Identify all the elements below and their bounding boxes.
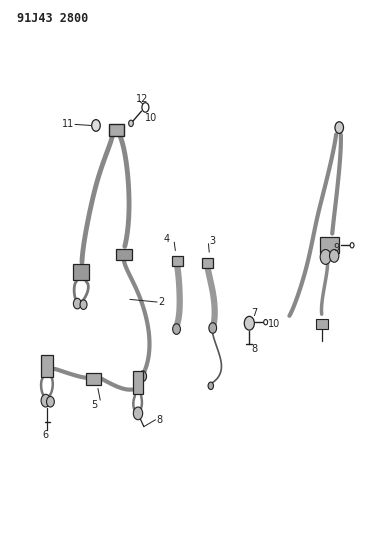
Circle shape (142, 103, 149, 112)
Text: 4: 4 (163, 234, 169, 244)
Text: 5: 5 (91, 400, 97, 410)
Bar (172, 256, 183, 266)
Bar (132, 372, 143, 394)
Circle shape (47, 397, 54, 407)
Text: 2: 2 (158, 297, 165, 307)
Bar (320, 237, 339, 253)
Bar (116, 249, 132, 260)
Bar (109, 124, 123, 135)
Text: 3: 3 (210, 236, 216, 246)
Circle shape (264, 319, 268, 325)
Text: 91J43 2800: 91J43 2800 (17, 12, 88, 25)
Circle shape (73, 298, 81, 309)
Circle shape (350, 243, 354, 248)
Circle shape (133, 407, 143, 419)
Text: 10: 10 (145, 113, 157, 123)
Text: 10: 10 (268, 319, 280, 329)
Circle shape (244, 317, 254, 330)
Circle shape (172, 324, 180, 334)
Circle shape (139, 371, 147, 382)
Bar (316, 319, 328, 328)
Text: 11: 11 (62, 119, 74, 130)
Circle shape (330, 249, 339, 262)
Circle shape (129, 120, 133, 126)
Text: 8: 8 (251, 344, 258, 354)
Bar (202, 258, 213, 268)
Text: 7: 7 (251, 308, 258, 318)
Text: 6: 6 (42, 430, 49, 440)
Circle shape (92, 119, 100, 131)
Circle shape (320, 249, 331, 264)
Bar (42, 355, 53, 377)
Text: 12: 12 (136, 94, 148, 104)
Circle shape (208, 382, 214, 390)
Circle shape (209, 322, 217, 333)
Bar (73, 264, 89, 280)
Text: 9: 9 (333, 243, 339, 253)
Bar (86, 373, 101, 385)
Text: 8: 8 (157, 415, 163, 425)
Circle shape (335, 122, 343, 133)
Circle shape (80, 300, 87, 310)
Circle shape (41, 394, 51, 407)
